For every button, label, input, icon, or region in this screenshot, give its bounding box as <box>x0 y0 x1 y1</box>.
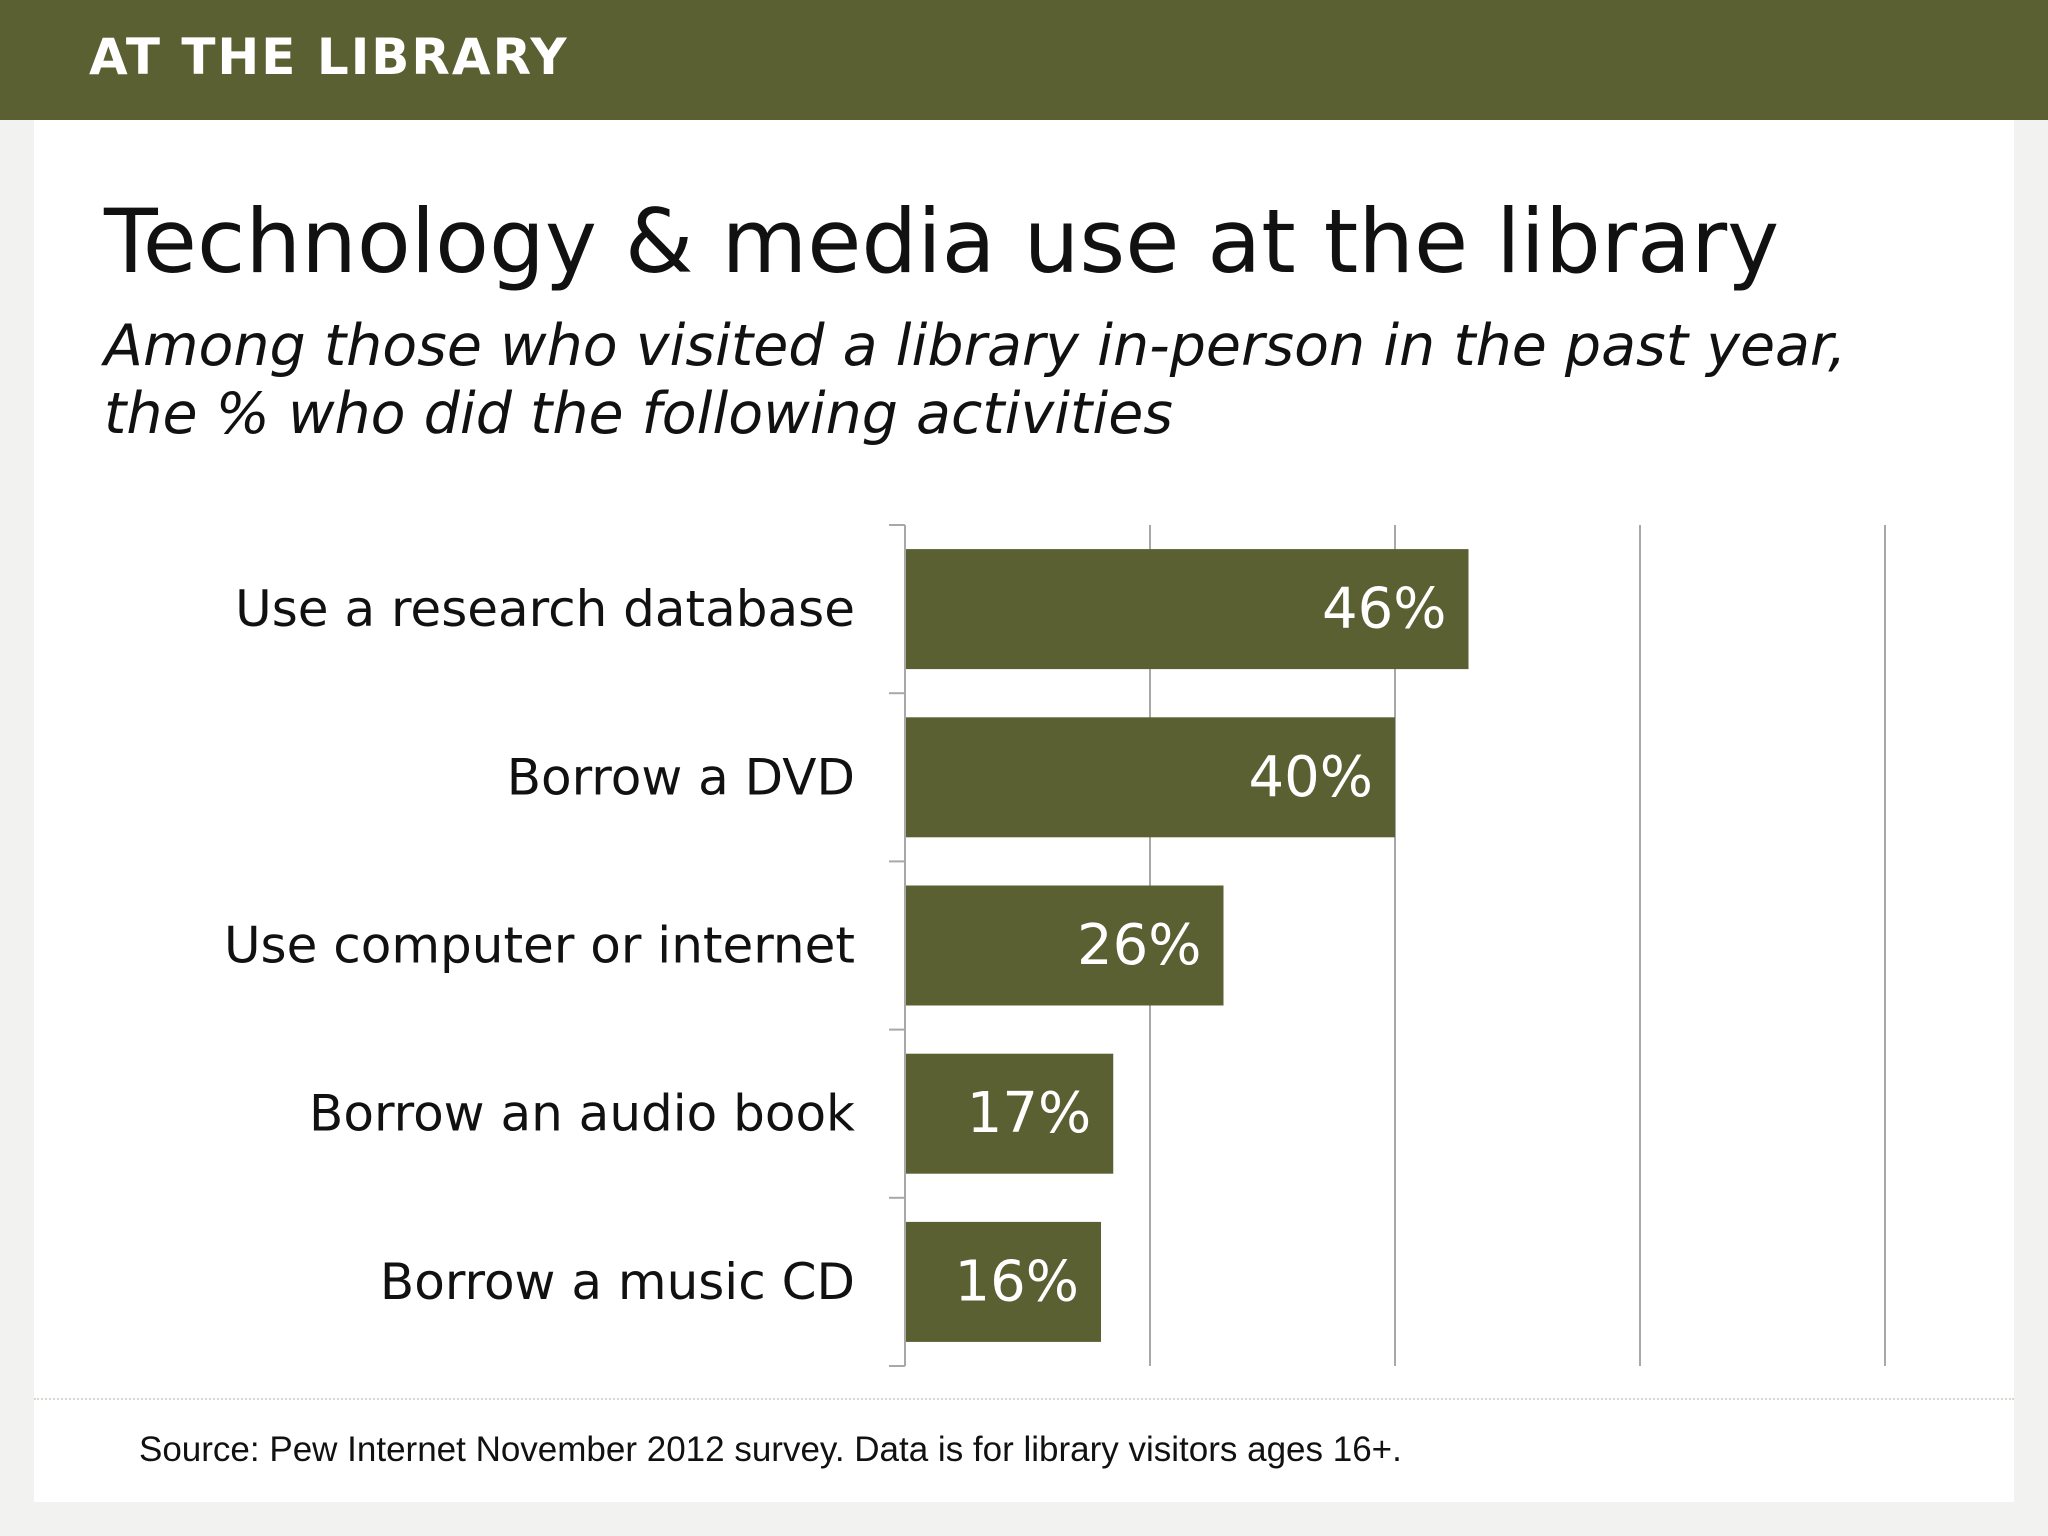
bar <box>906 1053 1114 1174</box>
chart-subtitle-line-2: the % who did the following activities <box>104 381 1174 447</box>
bar <box>906 885 1224 1006</box>
chart-subtitle: Among those who visited a library in-per… <box>104 312 2004 448</box>
data-label: 17% <box>967 1081 1091 1146</box>
bar <box>906 717 1395 838</box>
category-label: Use computer or internet <box>224 917 855 975</box>
header-band <box>0 0 2048 120</box>
data-label: 26% <box>1077 913 1201 978</box>
source-note: Source: Pew Internet November 2012 surve… <box>139 1430 1402 1469</box>
category-label: Borrow a DVD <box>507 748 855 806</box>
category-label: Use a research database <box>235 580 855 638</box>
data-label: 16% <box>955 1249 1079 1314</box>
chart-subtitle-line-1: Among those who visited a library in-per… <box>104 313 1847 379</box>
chart-title: Technology & media use at the library <box>104 190 1780 293</box>
footer-divider <box>34 1398 2014 1400</box>
category-label: Borrow a music CD <box>380 1253 855 1311</box>
data-label: 40% <box>1249 745 1373 810</box>
bar <box>906 549 1469 670</box>
data-label: 46% <box>1322 577 1446 642</box>
bar <box>906 1221 1101 1342</box>
header-label: AT THE LIBRARY <box>89 28 569 86</box>
category-label: Borrow an audio book <box>309 1085 855 1143</box>
